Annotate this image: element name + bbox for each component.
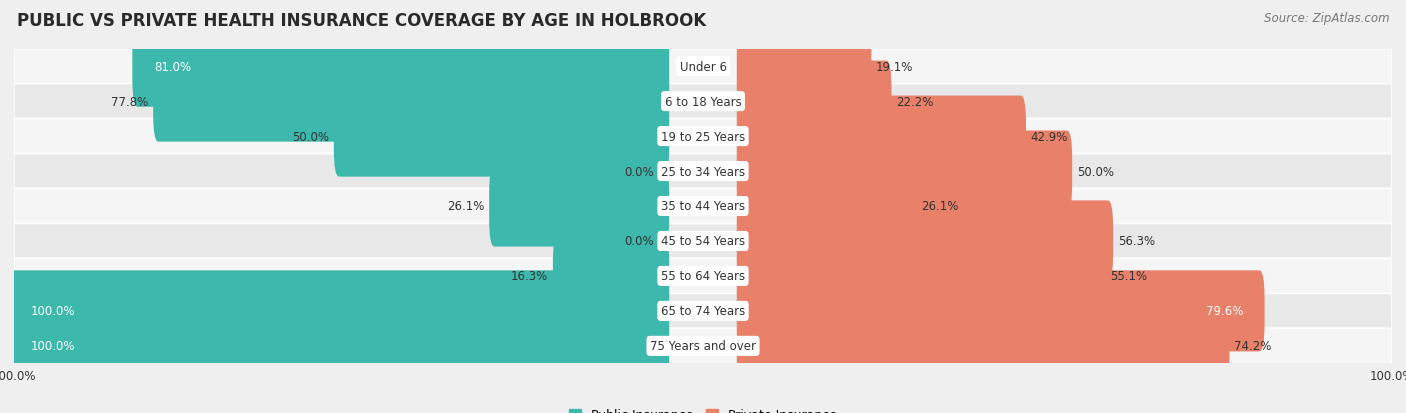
Text: Under 6: Under 6 — [679, 61, 727, 74]
Legend: Public Insurance, Private Insurance: Public Insurance, Private Insurance — [564, 404, 842, 413]
FancyBboxPatch shape — [14, 50, 1392, 84]
Text: 0.0%: 0.0% — [624, 235, 654, 248]
FancyBboxPatch shape — [737, 236, 1105, 317]
FancyBboxPatch shape — [489, 166, 669, 247]
Text: 74.2%: 74.2% — [1234, 339, 1271, 352]
FancyBboxPatch shape — [14, 189, 1392, 224]
Text: 100.0%: 100.0% — [31, 339, 75, 352]
Text: 19.1%: 19.1% — [876, 61, 914, 74]
FancyBboxPatch shape — [737, 306, 1229, 387]
FancyBboxPatch shape — [14, 294, 1392, 329]
FancyBboxPatch shape — [14, 84, 1392, 119]
Text: 81.0%: 81.0% — [153, 61, 191, 74]
FancyBboxPatch shape — [737, 166, 917, 247]
FancyBboxPatch shape — [737, 96, 1026, 177]
Text: PUBLIC VS PRIVATE HEALTH INSURANCE COVERAGE BY AGE IN HOLBROOK: PUBLIC VS PRIVATE HEALTH INSURANCE COVER… — [17, 12, 706, 30]
FancyBboxPatch shape — [8, 306, 669, 387]
Text: 0.0%: 0.0% — [624, 165, 654, 178]
Text: 26.1%: 26.1% — [921, 200, 959, 213]
Text: 16.3%: 16.3% — [510, 270, 548, 283]
FancyBboxPatch shape — [14, 329, 1392, 363]
Text: 35 to 44 Years: 35 to 44 Years — [661, 200, 745, 213]
FancyBboxPatch shape — [737, 271, 1264, 351]
FancyBboxPatch shape — [333, 96, 669, 177]
Text: 26.1%: 26.1% — [447, 200, 485, 213]
FancyBboxPatch shape — [14, 259, 1392, 294]
Text: 100.0%: 100.0% — [31, 305, 75, 318]
FancyBboxPatch shape — [737, 201, 1114, 282]
FancyBboxPatch shape — [737, 26, 872, 107]
FancyBboxPatch shape — [737, 62, 891, 142]
Text: 22.2%: 22.2% — [896, 95, 934, 108]
FancyBboxPatch shape — [153, 62, 669, 142]
FancyBboxPatch shape — [14, 119, 1392, 154]
FancyBboxPatch shape — [14, 154, 1392, 189]
FancyBboxPatch shape — [553, 236, 669, 317]
FancyBboxPatch shape — [737, 131, 1073, 212]
Text: 75 Years and over: 75 Years and over — [650, 339, 756, 352]
Text: 6 to 18 Years: 6 to 18 Years — [665, 95, 741, 108]
Text: 55.1%: 55.1% — [1109, 270, 1147, 283]
FancyBboxPatch shape — [14, 224, 1392, 259]
Text: 55 to 64 Years: 55 to 64 Years — [661, 270, 745, 283]
Text: 19 to 25 Years: 19 to 25 Years — [661, 130, 745, 143]
Text: Source: ZipAtlas.com: Source: ZipAtlas.com — [1264, 12, 1389, 25]
Text: 50.0%: 50.0% — [292, 130, 329, 143]
Text: 65 to 74 Years: 65 to 74 Years — [661, 305, 745, 318]
Text: 79.6%: 79.6% — [1206, 305, 1243, 318]
Text: 77.8%: 77.8% — [111, 95, 149, 108]
Text: 45 to 54 Years: 45 to 54 Years — [661, 235, 745, 248]
Text: 50.0%: 50.0% — [1077, 165, 1114, 178]
FancyBboxPatch shape — [8, 271, 669, 351]
FancyBboxPatch shape — [132, 26, 669, 107]
Text: 42.9%: 42.9% — [1031, 130, 1069, 143]
Text: 56.3%: 56.3% — [1118, 235, 1154, 248]
Text: 25 to 34 Years: 25 to 34 Years — [661, 165, 745, 178]
